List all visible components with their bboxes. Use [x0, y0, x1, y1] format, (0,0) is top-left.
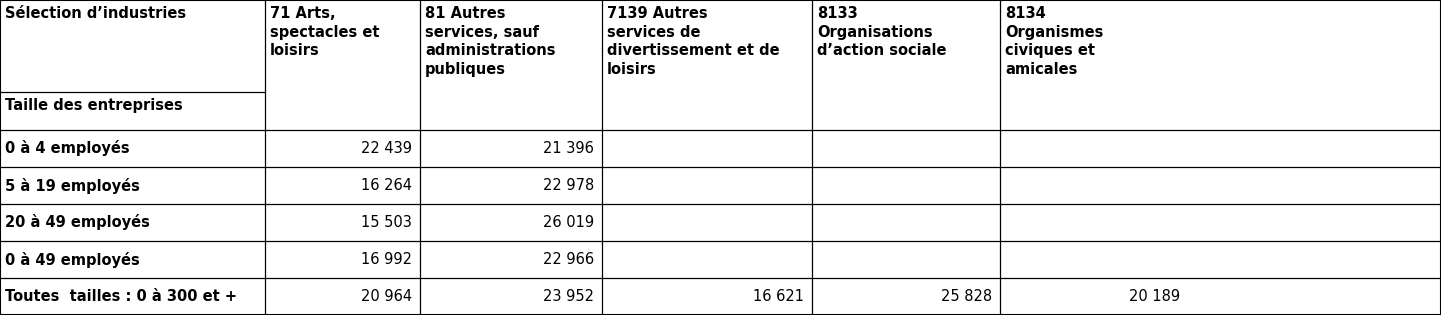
Text: 81 Autres
services, sauf
administrations
publiques: 81 Autres services, sauf administrations…: [425, 6, 555, 77]
Text: 22 978: 22 978: [543, 178, 594, 193]
Text: 8134
Organismes
civiques et
amicales: 8134 Organismes civiques et amicales: [1004, 6, 1104, 77]
Text: 8133
Organisations
d’action sociale: 8133 Organisations d’action sociale: [817, 6, 947, 58]
Text: 21 396: 21 396: [543, 141, 594, 156]
Text: 22 966: 22 966: [543, 252, 594, 267]
Text: 15 503: 15 503: [362, 215, 412, 230]
Text: 16 992: 16 992: [362, 252, 412, 267]
Text: 71 Arts,
spectacles et
loisirs: 71 Arts, spectacles et loisirs: [269, 6, 379, 58]
Text: Toutes  tailles : 0 à 300 et +: Toutes tailles : 0 à 300 et +: [4, 289, 236, 304]
Text: 16 621: 16 621: [754, 289, 804, 304]
Text: 16 264: 16 264: [362, 178, 412, 193]
Text: 25 828: 25 828: [941, 289, 991, 304]
Text: 20 189: 20 189: [1128, 289, 1180, 304]
Text: 20 964: 20 964: [360, 289, 412, 304]
Text: 20 à 49 employés: 20 à 49 employés: [4, 215, 150, 231]
Text: 22 439: 22 439: [362, 141, 412, 156]
Text: 0 à 49 employés: 0 à 49 employés: [4, 251, 140, 267]
Text: Taille des entreprises: Taille des entreprises: [4, 98, 183, 113]
Text: 0 à 4 employés: 0 à 4 employés: [4, 140, 130, 157]
Text: 5 à 19 employés: 5 à 19 employés: [4, 177, 140, 193]
Text: 26 019: 26 019: [543, 215, 594, 230]
Text: Sélection d’industries: Sélection d’industries: [4, 6, 186, 21]
Text: 7139 Autres
services de
divertissement et de
loisirs: 7139 Autres services de divertissement e…: [607, 6, 780, 77]
Text: 23 952: 23 952: [543, 289, 594, 304]
